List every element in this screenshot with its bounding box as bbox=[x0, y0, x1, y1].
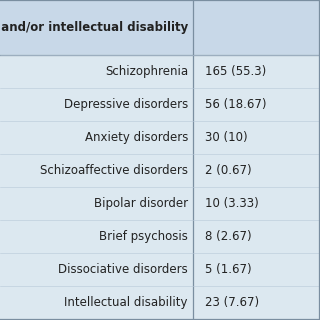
Text: Bipolar disorder: Bipolar disorder bbox=[94, 197, 188, 210]
Bar bbox=[193, 286, 320, 319]
Bar bbox=[0, 154, 193, 187]
Bar bbox=[193, 154, 320, 187]
Bar bbox=[0, 253, 193, 286]
Bar bbox=[0, 220, 193, 253]
Text: Psychiatric, mental health conditions and/or intellectual disability: Psychiatric, mental health conditions an… bbox=[0, 21, 188, 34]
Bar bbox=[193, 253, 320, 286]
Text: 8 (2.67): 8 (2.67) bbox=[205, 230, 252, 243]
Text: 10 (3.33): 10 (3.33) bbox=[205, 197, 259, 210]
Bar bbox=[0, 286, 193, 319]
Bar bbox=[193, 220, 320, 253]
Text: Brief psychosis: Brief psychosis bbox=[99, 230, 188, 243]
Text: Schizoaffective disorders: Schizoaffective disorders bbox=[40, 164, 188, 177]
Text: Dissociative disorders: Dissociative disorders bbox=[58, 263, 188, 276]
Bar bbox=[193, 187, 320, 220]
Bar bbox=[193, 55, 320, 88]
Text: Anxiety disorders: Anxiety disorders bbox=[84, 131, 188, 144]
Text: Depressive disorders: Depressive disorders bbox=[64, 98, 188, 111]
Text: 23 (7.67): 23 (7.67) bbox=[205, 296, 259, 309]
Text: 56 (18.67): 56 (18.67) bbox=[205, 98, 267, 111]
Bar bbox=[0, 0, 193, 55]
Bar bbox=[193, 88, 320, 121]
Bar bbox=[0, 88, 193, 121]
Text: 30 (10): 30 (10) bbox=[205, 131, 248, 144]
Bar bbox=[0, 55, 193, 88]
Bar bbox=[0, 121, 193, 154]
Text: Intellectual disability: Intellectual disability bbox=[65, 296, 188, 309]
Text: 165 (55.3): 165 (55.3) bbox=[205, 65, 266, 78]
Bar bbox=[193, 0, 320, 55]
Bar bbox=[0, 187, 193, 220]
Text: 5 (1.67): 5 (1.67) bbox=[205, 263, 252, 276]
Bar bbox=[193, 121, 320, 154]
Text: Schizophrenia: Schizophrenia bbox=[105, 65, 188, 78]
Text: 2 (0.67): 2 (0.67) bbox=[205, 164, 252, 177]
